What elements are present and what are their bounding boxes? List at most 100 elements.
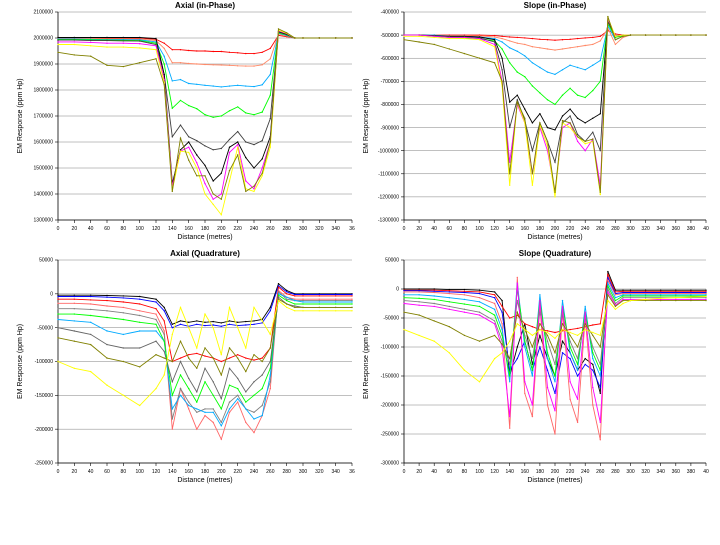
data-point xyxy=(253,418,255,420)
chart-3: Axial (Quadrature) 50000 0 -50000 -100000 -15… xyxy=(17,249,355,484)
data-point xyxy=(155,58,157,60)
data-point xyxy=(524,37,526,39)
data-point xyxy=(561,352,564,354)
x-axis-label: Distance (metres) xyxy=(177,477,232,484)
data-point xyxy=(220,425,222,427)
x-tick-label: 200 xyxy=(551,226,560,232)
data-point xyxy=(554,331,556,334)
data-point xyxy=(531,122,534,124)
data-point xyxy=(245,141,247,143)
data-point xyxy=(622,299,624,302)
data-point xyxy=(294,306,296,309)
data-point xyxy=(335,295,337,297)
data-point xyxy=(546,99,549,101)
data-point xyxy=(448,290,450,292)
data-point xyxy=(629,34,632,36)
data-point xyxy=(204,164,206,167)
x-tick-label: 380 xyxy=(687,226,696,232)
data-point xyxy=(139,404,141,407)
data-point xyxy=(576,136,579,138)
x-tick-label: 320 xyxy=(641,226,650,232)
data-point xyxy=(546,386,549,389)
x-tick-label: 100 xyxy=(475,469,484,475)
data-point xyxy=(478,35,481,37)
data-point xyxy=(155,323,157,325)
data-point xyxy=(599,323,601,325)
data-point xyxy=(286,293,288,295)
data-point xyxy=(261,357,263,359)
data-point xyxy=(501,346,503,348)
data-point xyxy=(660,290,662,292)
data-point xyxy=(418,34,420,36)
data-point xyxy=(690,295,692,297)
data-point xyxy=(73,308,76,310)
data-point xyxy=(228,320,231,322)
data-point xyxy=(539,38,541,40)
data-point xyxy=(576,334,579,337)
data-point xyxy=(188,82,190,85)
data-point xyxy=(302,306,304,309)
data-point xyxy=(204,175,206,177)
data-point xyxy=(607,270,609,273)
data-point xyxy=(418,304,420,306)
data-point xyxy=(599,193,601,196)
data-point xyxy=(245,65,247,67)
x-tick-label: 140 xyxy=(168,469,177,475)
data-point xyxy=(90,45,92,47)
y-tick-label: 1600000 xyxy=(34,140,54,146)
data-point xyxy=(253,381,255,383)
data-point xyxy=(261,51,263,53)
data-point xyxy=(220,360,222,363)
data-point xyxy=(629,292,632,295)
data-point xyxy=(237,84,239,87)
data-point xyxy=(155,340,157,342)
data-point xyxy=(179,78,182,81)
data-point xyxy=(302,303,304,305)
data-point xyxy=(122,347,125,349)
data-point xyxy=(122,333,125,336)
data-point xyxy=(418,288,420,290)
data-point xyxy=(253,359,255,361)
data-point xyxy=(261,404,263,407)
data-point xyxy=(212,381,214,383)
data-point xyxy=(614,297,617,299)
x-tick-label: 40 xyxy=(703,226,709,232)
x-tick-label: 300 xyxy=(626,226,635,232)
data-point xyxy=(705,290,707,292)
data-point xyxy=(261,360,263,363)
series-line-7 xyxy=(404,18,706,193)
data-point xyxy=(516,323,518,325)
data-point xyxy=(599,363,601,366)
data-point xyxy=(644,292,647,295)
data-point xyxy=(122,360,125,363)
data-point xyxy=(554,191,556,193)
data-point xyxy=(493,308,496,310)
data-point xyxy=(318,37,320,39)
x-tick-label: 240 xyxy=(250,469,259,475)
data-point xyxy=(705,297,707,299)
data-point xyxy=(554,129,556,131)
data-point xyxy=(73,330,76,332)
data-point xyxy=(228,146,231,148)
y-tick-label: -1300000 xyxy=(378,218,399,224)
x-tick-label: 340 xyxy=(331,226,340,232)
data-point xyxy=(592,64,594,66)
data-point xyxy=(705,34,707,36)
data-point xyxy=(599,392,601,395)
data-point xyxy=(261,111,263,113)
data-point xyxy=(539,323,541,325)
data-point xyxy=(106,42,108,44)
data-point xyxy=(433,295,435,297)
data-point xyxy=(433,340,435,342)
data-point xyxy=(478,289,481,291)
data-point xyxy=(139,47,141,49)
data-point xyxy=(478,314,481,316)
data-point xyxy=(286,296,288,298)
x-tick-label: 220 xyxy=(233,469,242,475)
data-point xyxy=(516,276,518,279)
data-point xyxy=(277,286,280,288)
data-point xyxy=(57,41,59,43)
y-tick-label: -300000 xyxy=(381,461,400,467)
data-point xyxy=(501,343,503,345)
